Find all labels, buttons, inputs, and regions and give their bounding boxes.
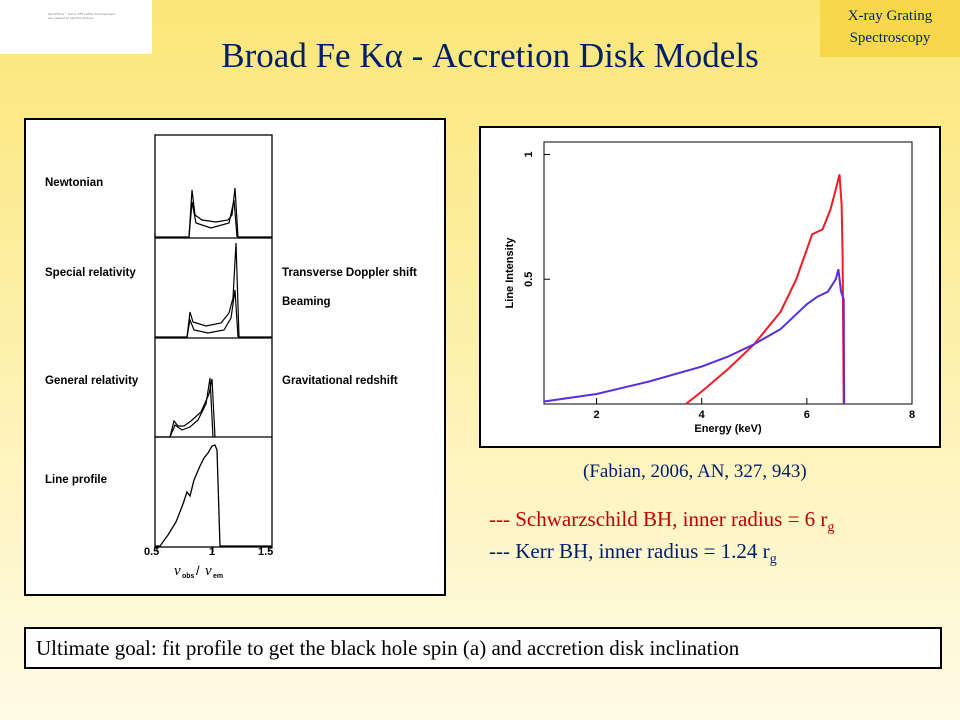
- goal-box: Ultimate goal: fit profile to get the bl…: [24, 627, 942, 669]
- sr-curve-1: [155, 242, 272, 338]
- ytick-label-0.5: 0.5: [523, 272, 535, 287]
- gr-curve-2: [169, 377, 214, 438]
- badge-line-2: Spectroscopy: [849, 30, 931, 46]
- label-line-profile: Line profile: [45, 474, 107, 486]
- legend-kerr-sub: g: [769, 552, 777, 568]
- xtick-label-1.5: 1.5: [258, 546, 273, 558]
- xtick-label-2: 2: [594, 409, 600, 421]
- section-badge: X-ray Grating Spectroscopy: [820, 0, 960, 57]
- missing-image-placeholder: QuickTime™ and a TIFF (LZW) decompressor…: [0, 0, 152, 54]
- sr-curve-2: [186, 289, 239, 338]
- legend-schwarzschild-text: --- Schwarzschild BH, inner radius = 6 r: [489, 507, 828, 531]
- slide-title: Broad Fe Kα - Accretion Disk Models: [0, 36, 960, 76]
- y-axis-title: Line Intensity: [504, 237, 516, 309]
- svg-text:obs: obs: [182, 573, 195, 580]
- citation: (Fabian, 2006, AN, 327, 943): [583, 461, 807, 482]
- legend-schwarzschild-sub: g: [827, 520, 835, 536]
- goal-text: Ultimate goal: fit profile to get the bl…: [36, 636, 740, 660]
- label-general-relativity: General relativity: [45, 375, 139, 387]
- legend-kerr-text: --- Kerr BH, inner radius = 1.24 r: [489, 539, 770, 563]
- xtick-label-6: 6: [804, 409, 810, 421]
- svg-text:em: em: [213, 573, 223, 580]
- xtick-label-4: 4: [699, 409, 706, 421]
- label-gravitational-redshift: Gravitational redshift: [282, 375, 398, 387]
- label-special-relativity: Special relativity: [45, 267, 136, 279]
- badge-line-1: X-ray Grating: [847, 8, 933, 24]
- legend-schwarzschild: --- Schwarzschild BH, inner radius = 6 r…: [489, 507, 834, 536]
- final-line-profile: [155, 444, 272, 547]
- placeholder-text: QuickTime™ and a TIFF (LZW) decompressor…: [48, 12, 116, 20]
- svg-text:/: /: [196, 563, 200, 578]
- energy-chart-svg: 2 4 6 8 0.5 1 Energy (keV) Line Intensity: [504, 141, 915, 435]
- xtick-label-0.5: 0.5: [144, 546, 159, 558]
- label-newtonian: Newtonian: [45, 177, 103, 189]
- slide-title-text: Broad Fe Kα - Accretion Disk Models: [221, 36, 759, 75]
- x-axis-title: Energy (keV): [694, 423, 762, 435]
- newtonian-curve-1: [155, 187, 272, 238]
- label-beaming: Beaming: [282, 296, 331, 308]
- plot-frame: [543, 141, 913, 405]
- xtick-label-1: 1: [209, 546, 215, 558]
- energy-chart: 2 4 6 8 0.5 1 Energy (keV) Line Intensity: [479, 126, 941, 448]
- newtonian-curve-2: [188, 199, 238, 238]
- line-profile-figure: Newtonian Special relativity Transverse …: [24, 118, 446, 596]
- stack-frame: [154, 134, 273, 548]
- svg-text:ν: ν: [174, 563, 181, 579]
- legend-kerr: --- Kerr BH, inner radius = 1.24 rg: [489, 539, 777, 568]
- series-blue: [543, 269, 846, 405]
- xtick-label-8: 8: [909, 409, 915, 421]
- svg-text:ν: ν: [205, 563, 212, 579]
- x-axis-label-nu: ν obs / ν em: [174, 563, 223, 580]
- label-transverse-doppler: Transverse Doppler shift: [282, 267, 417, 279]
- series-red: [685, 174, 845, 405]
- line-profile-svg: Newtonian Special relativity Transverse …: [45, 134, 417, 580]
- ytick-label-1: 1: [523, 151, 535, 157]
